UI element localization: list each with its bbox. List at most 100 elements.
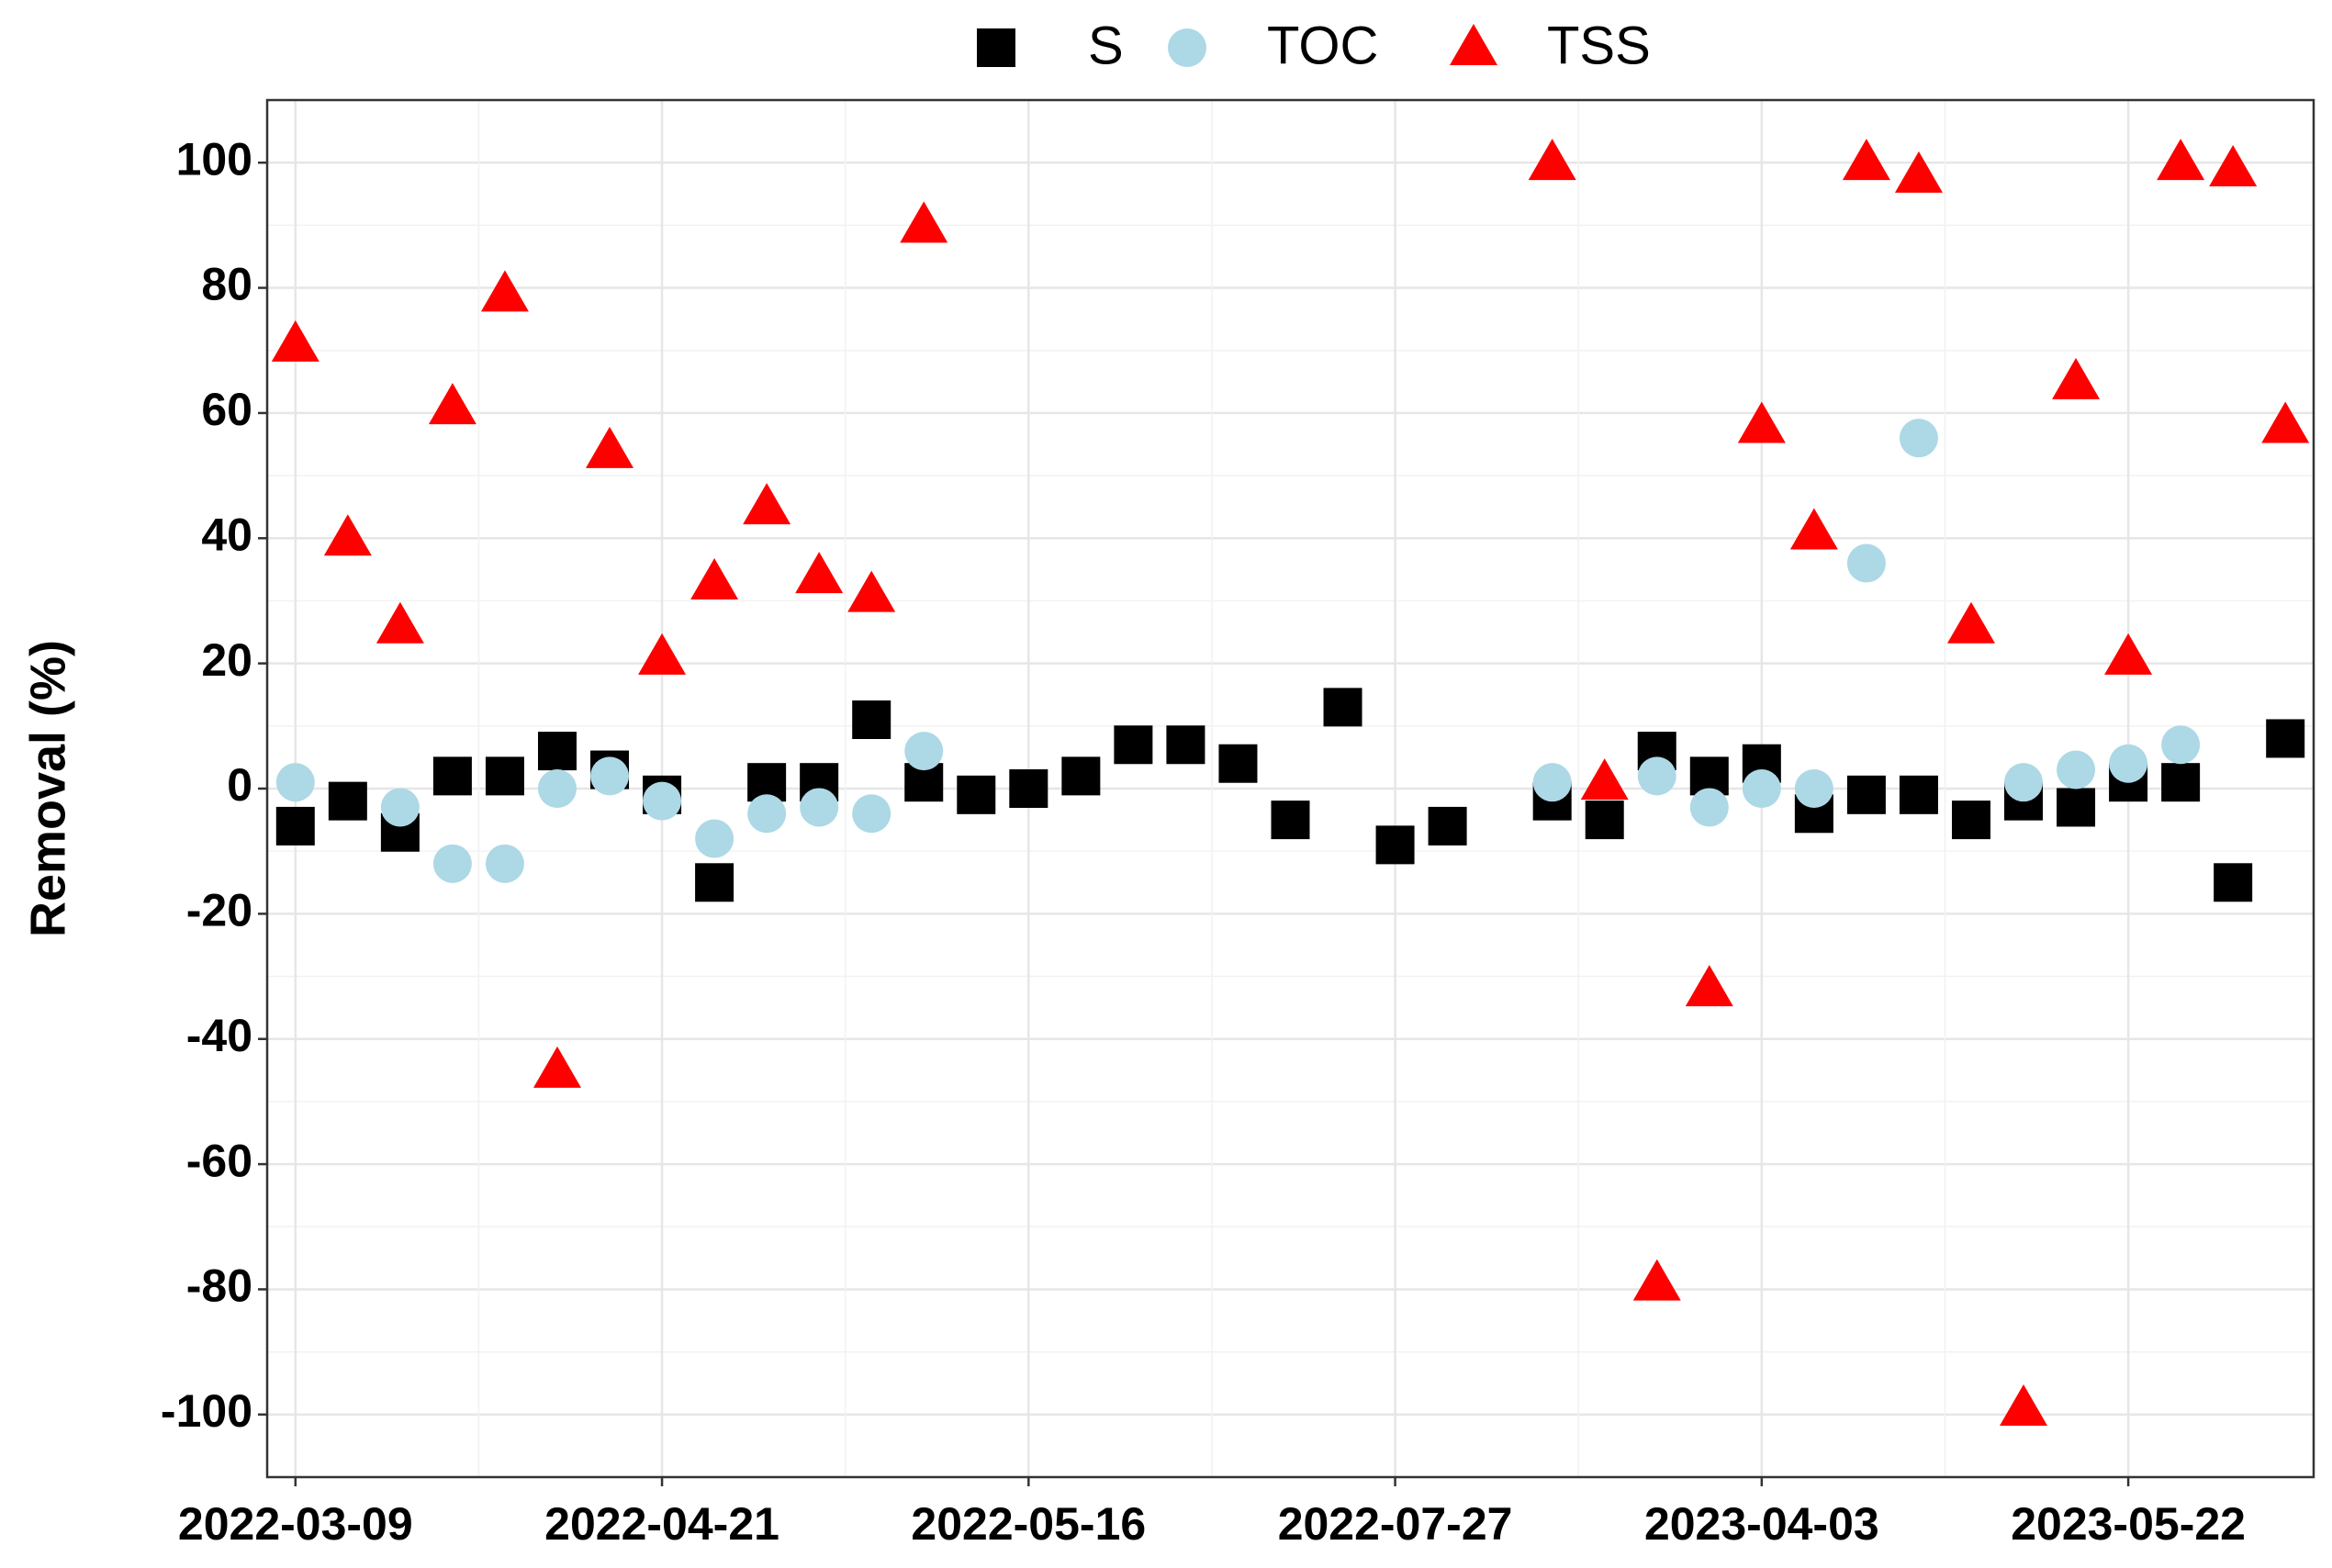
legend-key: [1450, 24, 1497, 65]
point: [328, 781, 367, 821]
point: [1951, 801, 1990, 840]
point: [275, 763, 315, 802]
y-tick-label: 0: [227, 759, 252, 811]
point: [2209, 145, 2258, 186]
point: [380, 788, 420, 827]
point: [1375, 825, 1415, 865]
legend-label: TOC: [1267, 16, 1378, 75]
point: [1894, 151, 1943, 193]
marks: [271, 139, 2310, 1426]
point: [533, 1046, 581, 1088]
x-tick-label: 2022-07-27: [1278, 1498, 1513, 1550]
point: [1685, 965, 1733, 1007]
point: [2161, 725, 2201, 765]
point: [852, 794, 891, 834]
point: [1789, 508, 1838, 550]
point: [485, 844, 524, 883]
x-tick-label: 2023-04-03: [1644, 1498, 1879, 1550]
point: [537, 732, 577, 771]
point: [904, 732, 944, 771]
point: [1271, 801, 1310, 840]
point: [428, 383, 476, 425]
y-tick-label: -40: [186, 1010, 252, 1061]
point: [2104, 633, 2153, 675]
y-tick-label: 40: [201, 509, 252, 560]
point: [1632, 1259, 1681, 1301]
point: [2000, 1384, 2048, 1426]
point: [695, 863, 734, 902]
point: [2161, 763, 2201, 802]
point: [376, 601, 424, 644]
point: [1114, 725, 1153, 765]
x-tick-label: 2022-03-09: [178, 1498, 413, 1550]
y-axis-title: Removal (%): [20, 640, 75, 937]
y-tick-label: -20: [186, 885, 252, 936]
point: [432, 844, 472, 883]
point: [537, 769, 577, 808]
point: [900, 201, 948, 243]
y-tick-label: -60: [186, 1135, 252, 1186]
point: [1532, 763, 1572, 802]
point: [2261, 401, 2310, 443]
point: [1585, 801, 1624, 840]
legend-label: TSS: [1547, 16, 1651, 75]
y-tick-label: 20: [201, 634, 252, 686]
point: [590, 756, 630, 796]
point: [432, 756, 472, 796]
legend-label: S: [1088, 16, 1124, 75]
y-tick-label: -80: [186, 1260, 252, 1312]
point: [1794, 769, 1833, 808]
point: [480, 270, 529, 312]
point: [2109, 744, 2148, 783]
y-tick-label: 60: [201, 384, 252, 435]
point: [1218, 744, 1258, 783]
point: [1061, 756, 1101, 796]
point: [1946, 601, 1995, 644]
legend-key: [977, 28, 1015, 67]
point: [690, 558, 739, 599]
point: [1737, 401, 1786, 443]
point: [2214, 863, 2253, 902]
point: [852, 700, 891, 739]
point: [957, 775, 996, 814]
point: [1166, 725, 1205, 765]
point: [1899, 419, 1938, 458]
point: [795, 552, 844, 594]
point: [1842, 139, 1890, 181]
point: [271, 319, 320, 362]
y-tick-label: -100: [161, 1385, 252, 1437]
point: [2266, 719, 2305, 758]
point: [2057, 750, 2096, 790]
point: [847, 570, 896, 612]
y-tick-label: 100: [176, 133, 252, 185]
point: [695, 819, 734, 858]
point: [586, 426, 634, 468]
point: [1846, 543, 1886, 583]
point: [2052, 357, 2101, 399]
point: [643, 781, 682, 821]
point: [2004, 763, 2044, 802]
point: [1689, 788, 1729, 827]
x-tick-label: 2023-05-22: [2011, 1498, 2246, 1550]
point: [2157, 139, 2205, 181]
point: [1637, 756, 1676, 796]
point: [1742, 769, 1781, 808]
point: [275, 806, 315, 846]
point: [1899, 775, 1938, 814]
point: [2057, 788, 2096, 827]
point: [485, 756, 524, 796]
y-tick-label: 80: [201, 259, 252, 310]
point: [323, 514, 372, 556]
x-tick-label: 2022-05-16: [911, 1498, 1146, 1550]
point: [1323, 688, 1362, 727]
legend-key: [1168, 28, 1206, 67]
point: [800, 788, 839, 827]
point: [743, 483, 791, 525]
point: [747, 794, 787, 834]
point: [638, 633, 687, 675]
point: [1580, 758, 1629, 801]
point: [1428, 806, 1467, 846]
point: [1009, 769, 1048, 808]
x-tick-label: 2022-04-21: [544, 1498, 779, 1550]
